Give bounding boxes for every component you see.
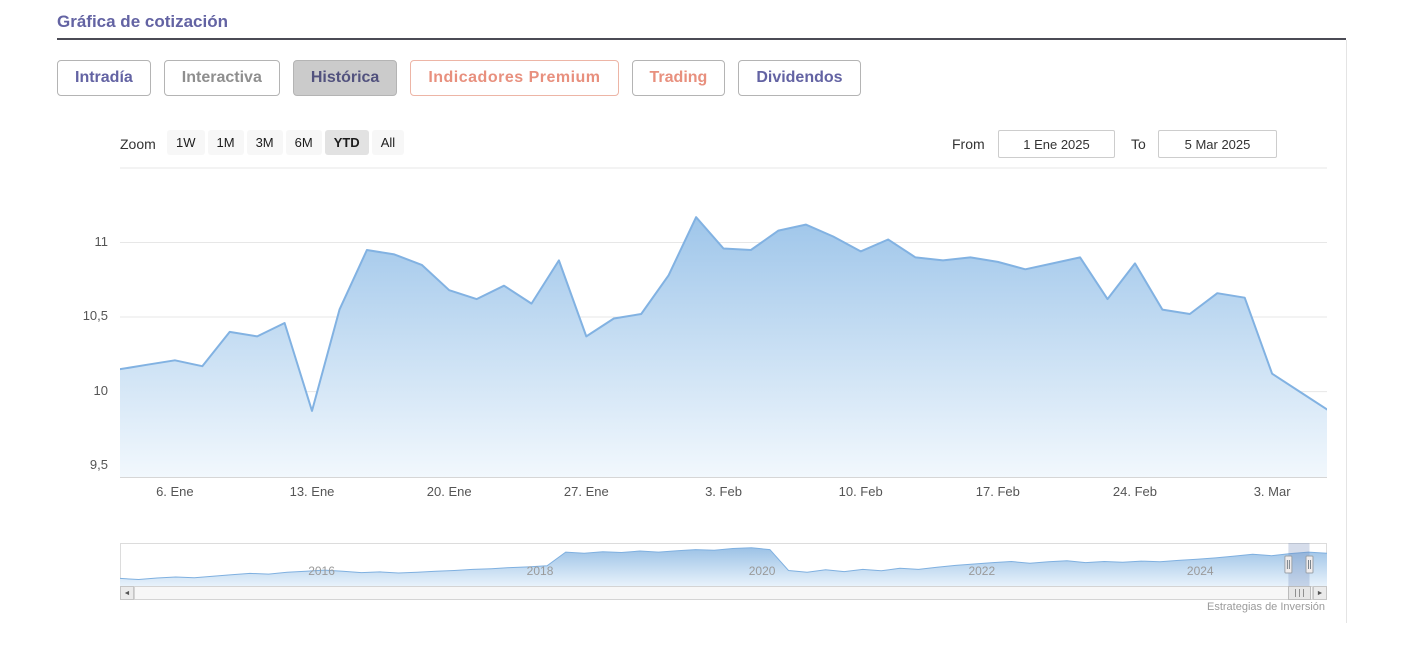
scrollbar: ◄ ► [120, 586, 1327, 600]
navigator-selection[interactable] [1288, 543, 1310, 586]
navigator-year-label: 2024 [1186, 564, 1214, 578]
navigator-year-label: 2022 [968, 564, 996, 578]
scrollbar-grip-icon [1294, 589, 1305, 597]
x-axis-label: 3. Mar [1253, 484, 1291, 499]
title-divider [57, 38, 1346, 40]
zoom-1w-button[interactable]: 1W [167, 130, 205, 155]
tab-dividendos[interactable]: Dividendos [738, 60, 861, 96]
navigator-year-label: 2018 [526, 564, 554, 578]
zoom-3m-button[interactable]: 3M [246, 130, 283, 155]
navigator-chart[interactable] [120, 543, 1327, 586]
y-axis-label: 9,5 [89, 457, 108, 473]
zoom-6m-button[interactable]: 6M [285, 130, 322, 155]
navigator-handle-left[interactable] [1284, 555, 1293, 574]
x-axis-label: 24. Feb [1112, 484, 1158, 499]
y-axis-label: 10,5 [82, 308, 108, 324]
zoom-all-button[interactable]: All [371, 130, 405, 155]
x-axis-label: 13. Ene [289, 484, 335, 499]
price-area [120, 217, 1327, 478]
to-label: To [1131, 136, 1146, 152]
price-line [120, 216, 1327, 412]
x-axis-label: 6. Ene [156, 484, 194, 499]
page-title: Gráfica de cotización [57, 12, 228, 31]
x-axis-label: 3. Feb [705, 484, 742, 499]
from-label: From [952, 136, 985, 152]
scrollbar-thumb[interactable] [1288, 586, 1311, 600]
navigator-year-label: 2020 [748, 564, 776, 578]
chart-tabs: Intradía Interactiva Histórica Indicador… [57, 60, 861, 96]
navigator-area [120, 547, 1327, 586]
navigator-line [120, 547, 1327, 581]
y-axis-label: 11 [94, 233, 109, 249]
zoom-buttons: 1W 1M 3M 6M YTD All [167, 130, 405, 155]
tab-intradia[interactable]: Intradía [57, 60, 151, 96]
tab-trading[interactable]: Trading [631, 60, 726, 96]
panel-right-border [1346, 40, 1347, 623]
y-axis-label: 10 [93, 382, 108, 398]
to-date-input[interactable] [1158, 130, 1277, 158]
scrollbar-track[interactable] [134, 586, 1313, 600]
scrollbar-left-arrow-icon[interactable]: ◄ [120, 586, 134, 600]
x-axis-label: 20. Ene [426, 484, 472, 499]
zoom-ytd-button[interactable]: YTD [324, 130, 369, 155]
zoom-label: Zoom [120, 136, 156, 152]
tab-historica[interactable]: Histórica [292, 60, 398, 96]
navigator-year-label: 2016 [308, 564, 335, 578]
price-chart[interactable] [120, 165, 1327, 478]
x-axis-label: 27. Ene [563, 484, 609, 499]
tab-indicadores-premium[interactable]: Indicadores Premium [410, 60, 619, 96]
scrollbar-right-arrow-icon[interactable]: ► [1313, 586, 1327, 600]
credits-link[interactable]: Estrategias de Inversión [1206, 601, 1325, 613]
navigator-handle-right[interactable] [1305, 555, 1314, 574]
tab-interactiva[interactable]: Interactiva [163, 60, 280, 96]
x-axis-label: 10. Feb [838, 484, 883, 499]
zoom-1m-button[interactable]: 1M [207, 130, 244, 155]
from-date-input[interactable] [998, 130, 1115, 158]
x-axis-label: 17. Feb [975, 484, 1020, 499]
